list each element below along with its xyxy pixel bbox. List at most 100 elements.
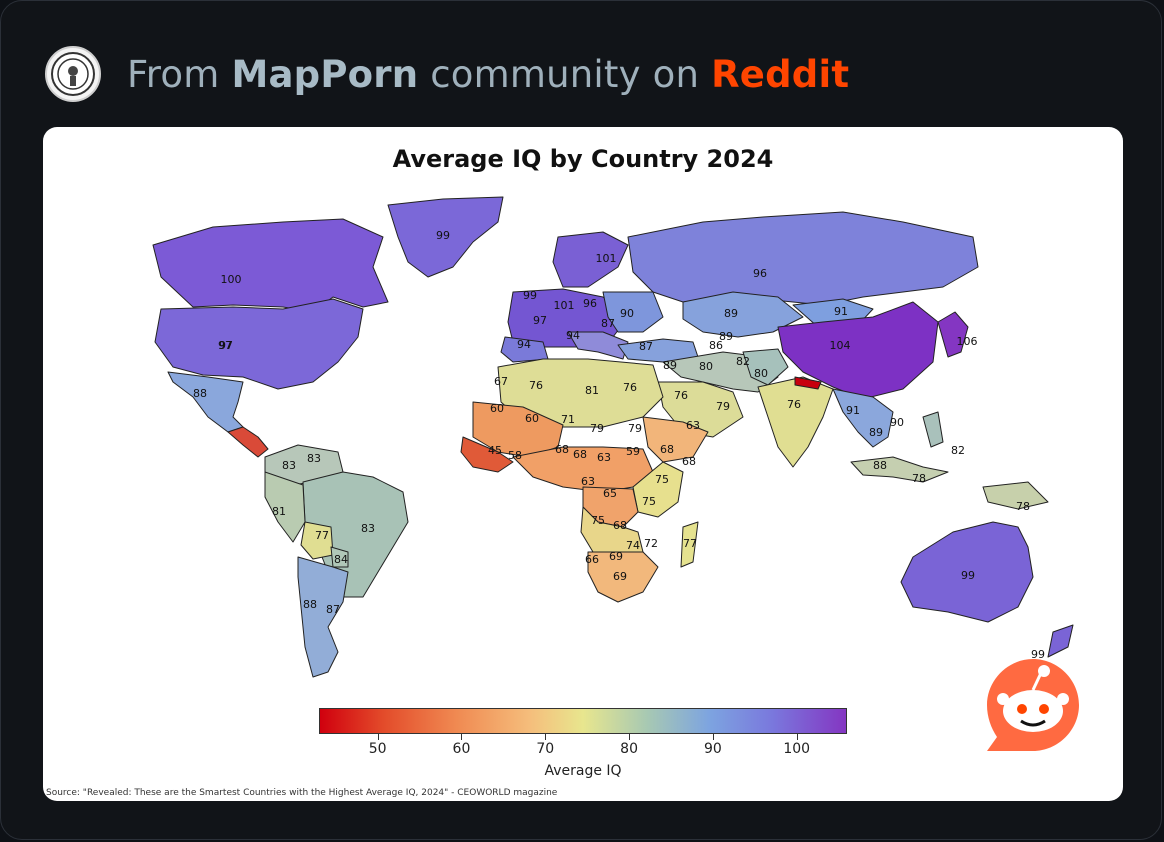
country-iq-label: 78: [912, 472, 926, 485]
bolivia: [300, 521, 334, 560]
post-header: From MapPorn community on Reddit: [45, 45, 849, 103]
country-iq-label: 59: [626, 445, 640, 458]
india: [757, 376, 834, 468]
country-iq-label: 89: [724, 307, 738, 320]
australia: [900, 521, 1034, 623]
community-avatar[interactable]: [45, 46, 101, 102]
colorbar-tick-label: 90: [703, 741, 722, 757]
country-iq-label: 83: [282, 459, 296, 472]
community-name[interactable]: MapPorn: [231, 52, 419, 96]
country-iq-label: 87: [639, 340, 653, 353]
country-iq-label: 90: [620, 307, 634, 320]
scandinavia: [552, 231, 629, 288]
country-iq-label: 104: [830, 339, 851, 352]
country-iq-label: 63: [686, 419, 700, 432]
country-iq-label: 71: [561, 413, 575, 426]
korea-japan: [937, 311, 969, 358]
reddit-snoo-icon: [981, 653, 1085, 761]
country-iq-label: 72: [644, 537, 658, 550]
country-iq-label: 84: [334, 553, 348, 566]
philippines: [922, 411, 944, 448]
country-iq-label: 83: [307, 452, 321, 465]
country-iq-label: 68: [573, 448, 587, 461]
colorbar-tick-label: 50: [368, 741, 387, 757]
country-iq-label: 74: [626, 539, 640, 552]
country-iq-label: 63: [581, 475, 595, 488]
usa: [154, 298, 364, 390]
country-iq-label: 63: [597, 451, 611, 464]
afghanistan-pakistan: [742, 348, 789, 386]
country-iq-label: 76: [674, 389, 688, 402]
colorbar-tick: [796, 734, 798, 740]
country-iq-label: 99: [961, 569, 975, 582]
colorbar-tick: [545, 734, 547, 740]
new-zealand: [1047, 624, 1074, 658]
country-iq-label: 97: [218, 339, 232, 352]
source-note: Source: "Revealed: These are the Smartes…: [46, 788, 558, 798]
greenland: [387, 196, 504, 278]
country-iq-label: 79: [590, 422, 604, 435]
country-iq-label: 94: [566, 329, 580, 342]
country-iq-label: 88: [303, 598, 317, 611]
country-iq-label: 68: [660, 443, 674, 456]
country-iq-label: 89: [719, 330, 733, 343]
country-iq-label: 69: [613, 570, 627, 583]
colorbar-tick-label: 80: [620, 741, 638, 757]
colorbar-tick: [377, 734, 379, 740]
paraguay: [330, 546, 349, 568]
country-iq-label: 80: [699, 360, 713, 373]
peru-ecuador: [264, 471, 306, 543]
country-iq-label: 100: [221, 273, 242, 286]
country-iq-label: 76: [623, 381, 637, 394]
map-card: 99 100 97 88 97 101 96 99 101 96 97 90 87 94 94 87 89 91 1…: [43, 127, 1123, 801]
nepal: [794, 376, 822, 390]
country-iq-label: 90: [890, 416, 904, 429]
argentina-chile: [297, 556, 349, 678]
country-iq-label: 96: [753, 267, 767, 280]
country-iq-label: 68: [682, 455, 696, 468]
country-iq-label: 91: [834, 305, 848, 318]
colorbar-tick-label: 100: [783, 741, 811, 757]
kazakhstan: [682, 291, 804, 338]
country-iq-label: 99: [1031, 648, 1045, 661]
canada: [152, 218, 389, 313]
country-iq-label: 99: [523, 289, 537, 302]
country-iq-label: 67: [494, 375, 508, 388]
madagascar: [680, 521, 699, 568]
new-guinea: [982, 481, 1049, 510]
central-america: [227, 426, 269, 458]
country-iq-label: 89: [663, 359, 677, 372]
country-iq-label: 94: [517, 338, 531, 351]
country-iq-label: 80: [754, 367, 768, 380]
colorbar-tick-label: 70: [536, 741, 555, 757]
colorbar: [319, 708, 847, 734]
colorbar-tick-label: 60: [452, 741, 471, 757]
country-iq-label: 97: [219, 339, 233, 352]
country-iq-label: 77: [683, 537, 697, 550]
indonesia: [850, 456, 949, 483]
country-iq-label: 91: [846, 404, 860, 417]
country-iq-label: 87: [326, 603, 340, 616]
country-iq-label: 68: [613, 519, 627, 532]
mexico: [167, 371, 244, 433]
country-iq-label: 81: [585, 384, 599, 397]
russia: [627, 211, 979, 306]
country-iq-label: 82: [951, 444, 965, 457]
country-iq-label: 97: [533, 314, 547, 327]
colorbar-tick: [712, 734, 714, 740]
colorbar-tick: [629, 734, 631, 740]
middle-text: community on: [430, 52, 700, 96]
country-iq-label: 45: [488, 444, 502, 457]
colorbar-tick: [461, 734, 463, 740]
country-iq-label: 60: [490, 402, 504, 415]
horn-of-africa: [642, 416, 709, 463]
italy-balkans: [567, 331, 629, 360]
southeast-asia: [832, 388, 894, 448]
country-iq-label: 89: [869, 426, 883, 439]
country-iq-label: 76: [787, 398, 801, 411]
platform-name[interactable]: Reddit: [711, 52, 850, 96]
country-iq-label: 79: [628, 422, 642, 435]
